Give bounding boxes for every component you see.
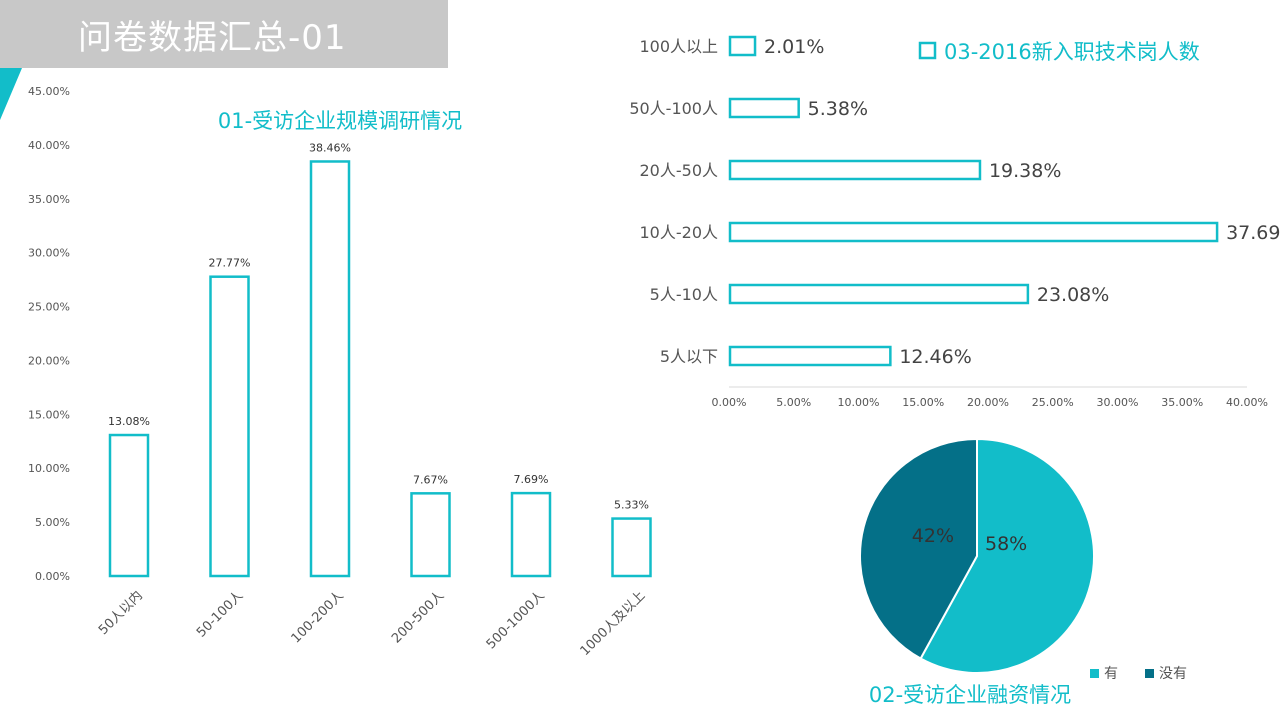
- title-banner: 问卷数据汇总-01: [0, 0, 448, 68]
- accent-triangle: [0, 68, 22, 120]
- y-tick-label: 100人以上: [639, 37, 718, 56]
- slice-label: 58%: [985, 533, 1027, 555]
- legend-swatch: [918, 41, 937, 60]
- chart-title: 01-受访企业规模调研情况: [218, 109, 462, 133]
- y-tick-label: 15.00%: [28, 408, 70, 421]
- pie-slice: [919, 437, 1095, 674]
- bar: [510, 491, 552, 578]
- data-label: 7.69%: [514, 473, 549, 486]
- accent-stripe: [0, 68, 22, 120]
- data-label: 23.08%: [1037, 284, 1109, 306]
- x-tick-label: 40.00%: [1226, 396, 1268, 409]
- bar: [309, 160, 351, 578]
- page-title: 问卷数据汇总-01: [78, 18, 347, 58]
- financing-pie-chart: 58% 42% 有 没有 02-受访企业融资情况: [859, 437, 1187, 707]
- x-tick-label: 25.00%: [1032, 396, 1074, 409]
- slice-label: 42%: [912, 525, 954, 547]
- x-tick-label: 0.00%: [712, 396, 747, 409]
- x-tick-label: 200-500人: [389, 588, 447, 646]
- data-label: 12.46%: [899, 346, 971, 368]
- y-tick-label: 45.00%: [28, 85, 70, 98]
- y-tick-label: 10人-20人: [640, 223, 719, 242]
- x-tick-label: 100-200人: [289, 588, 347, 646]
- company-size-chart: 01-受访企业规模调研情况 0.00% 5.00% 10.00% 15.00% 20.00…: [28, 85, 652, 659]
- x-tick-label: 30.00%: [1097, 396, 1139, 409]
- data-label: 13.08%: [108, 415, 150, 428]
- bar: [728, 159, 982, 181]
- y-tick-label: 35.00%: [28, 193, 70, 206]
- y-tick-label: 10.00%: [28, 462, 70, 475]
- y-tick-label: 5人以下: [660, 347, 718, 366]
- legend-swatch: [1145, 669, 1154, 678]
- y-tick-label: 20人-50人: [640, 161, 719, 180]
- legend-label: 有: [1104, 666, 1118, 682]
- bar: [728, 283, 1030, 305]
- x-tick-label: 35.00%: [1161, 396, 1203, 409]
- x-tick-label: 10.00%: [838, 396, 880, 409]
- legend-label: 没有: [1159, 666, 1187, 682]
- data-label: 19.38%: [989, 160, 1061, 182]
- data-label: 27.77%: [209, 257, 251, 270]
- y-tick-label: 25.00%: [28, 301, 70, 314]
- chart-title: 03-2016新入职技术岗人数: [944, 40, 1200, 64]
- y-tick-label: 40.00%: [28, 139, 70, 152]
- bar: [728, 345, 892, 367]
- y-tick-label: 5人-10人: [650, 285, 718, 304]
- bar: [728, 97, 800, 119]
- pie-slice: [859, 437, 978, 660]
- y-tick-label: 30.00%: [28, 247, 70, 260]
- y-tick-label: 0.00%: [35, 570, 70, 583]
- y-tick-label: 5.00%: [35, 516, 70, 529]
- x-tick-label: 15.00%: [902, 396, 944, 409]
- legend-swatch: [1090, 669, 1099, 678]
- y-tick-label: 20.00%: [28, 354, 70, 367]
- x-tick-label: 50人以内: [95, 588, 146, 639]
- data-label: 7.67%: [413, 473, 448, 486]
- bar: [209, 275, 250, 578]
- data-label: 37.69%: [1226, 222, 1280, 244]
- x-tick-label: 5.00%: [776, 396, 811, 409]
- chart-title: 02-受访企业融资情况: [869, 683, 1071, 707]
- data-label: 38.46%: [309, 141, 351, 154]
- bar: [728, 221, 1219, 243]
- data-label: 5.38%: [808, 98, 868, 120]
- x-tick-label: 20.00%: [967, 396, 1009, 409]
- bar: [728, 35, 757, 57]
- x-tick-label: 50-100人: [194, 588, 246, 640]
- bar: [410, 492, 451, 578]
- x-tick-label: 500-1000人: [484, 588, 548, 652]
- data-label: 2.01%: [764, 36, 824, 58]
- bar: [611, 517, 652, 578]
- y-tick-label: 50人-100人: [629, 99, 718, 118]
- data-label: 5.33%: [614, 499, 649, 512]
- bar: [108, 433, 150, 578]
- x-tick-label: 1000人及以上: [578, 588, 649, 659]
- new-tech-hires-chart: 03-2016新入职技术岗人数 0.00% 5.00% 10.00% 15.00% 20.…: [629, 35, 1280, 409]
